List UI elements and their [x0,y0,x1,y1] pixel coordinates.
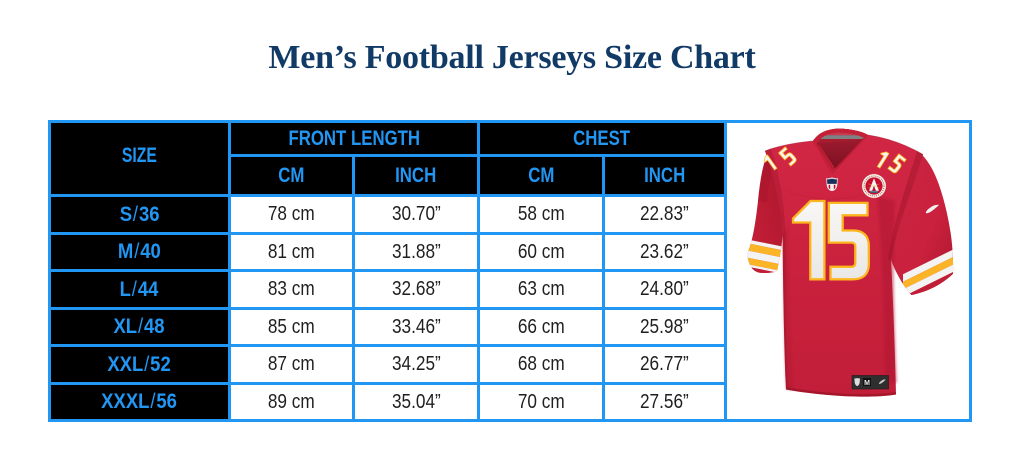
svg-text:M: M [864,380,870,387]
